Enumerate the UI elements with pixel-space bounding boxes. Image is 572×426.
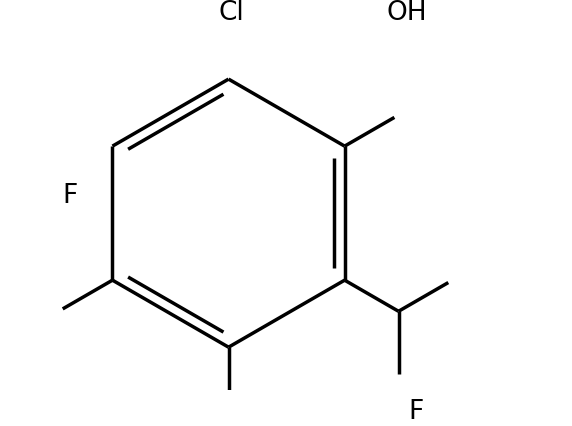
Text: F: F bbox=[408, 399, 423, 425]
Text: F: F bbox=[62, 184, 78, 210]
Text: Cl: Cl bbox=[218, 0, 244, 26]
Text: OH: OH bbox=[387, 0, 427, 26]
